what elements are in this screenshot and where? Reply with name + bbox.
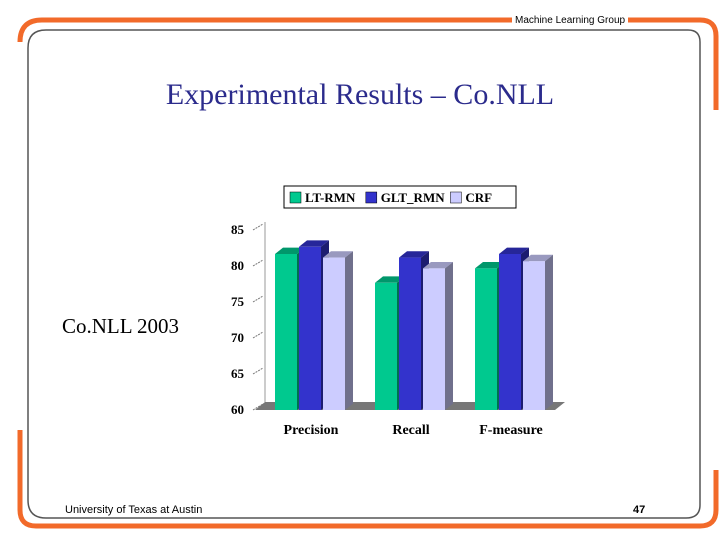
y-tick-label: 80	[231, 258, 244, 273]
category-label: F-measure	[479, 423, 543, 438]
dataset-label: Co.NLL 2003	[62, 314, 180, 338]
bar-top	[475, 262, 505, 269]
legend-swatch	[289, 191, 302, 204]
bar-side	[345, 251, 353, 410]
y-tick-mark	[252, 223, 264, 231]
bar-glt-rmn	[299, 246, 321, 410]
y-tick-mark	[252, 259, 264, 267]
y-tick-label: 70	[231, 330, 244, 345]
y-tick-mark	[252, 295, 264, 303]
page-number: 47	[630, 504, 649, 516]
bar-side	[445, 262, 453, 410]
y-tick-mark	[252, 403, 264, 411]
footer-university: University of Texas at Austin	[62, 504, 206, 516]
bar-top	[399, 251, 429, 258]
y-tick-mark	[252, 331, 264, 339]
bar-lt-rmn	[375, 282, 397, 410]
y-tick-label: 65	[231, 366, 245, 381]
legend-swatch	[450, 191, 462, 204]
bar-top	[523, 254, 553, 262]
slide-title: Experimental Results – Co.NLL	[165, 78, 555, 111]
legend-entry: CRF	[465, 190, 492, 205]
bar-top	[323, 251, 353, 258]
bar-crf	[423, 268, 445, 410]
bar-lt-rmn	[275, 254, 297, 410]
y-tick-label: 60	[231, 402, 244, 417]
legend-swatch	[365, 191, 378, 204]
bar-lt-rmn	[475, 268, 497, 410]
bar-glt-rmn	[499, 254, 521, 410]
y-tick-label: 85	[231, 222, 245, 237]
bar-top	[423, 262, 453, 269]
category-label: Precision	[284, 423, 339, 438]
bar-top	[499, 247, 529, 254]
category-label: Recall	[392, 423, 429, 438]
bar-side	[545, 254, 553, 410]
bar-top	[375, 276, 405, 283]
bar-crf	[523, 261, 545, 410]
bar-top	[299, 240, 329, 247]
legend-entry: GLT_RMN	[381, 190, 445, 205]
bar-top	[275, 247, 305, 254]
bar-glt-rmn	[399, 257, 421, 410]
y-tick-mark	[252, 367, 264, 375]
y-tick-label: 75	[231, 294, 245, 309]
bar-crf	[323, 257, 345, 410]
legend-entry: LT-RMN	[305, 190, 356, 205]
org-label: Machine Learning Group	[512, 15, 629, 26]
